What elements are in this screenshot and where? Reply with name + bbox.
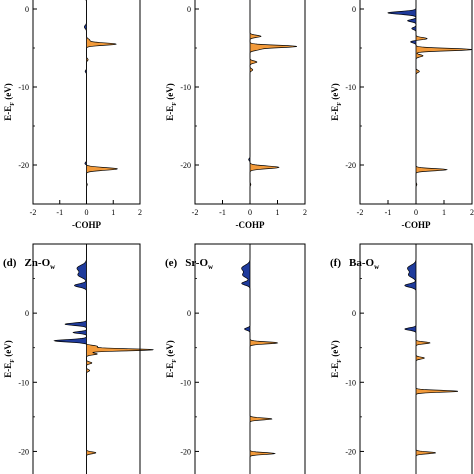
bonding-area: [84, 0, 87, 204]
y-axis-label: E-EF (eV): [165, 340, 178, 377]
panel-label: (e) Sr-Ow: [165, 257, 214, 271]
cohp-curve: [84, 0, 119, 204]
x-axis-label: -COHP: [402, 220, 431, 230]
y-tick-label: -10: [345, 83, 356, 92]
y-tick-label: -20: [345, 161, 356, 170]
cohp-panel-f: 0 -10 -20 E-EF (eV) (f) Ba-Ow: [330, 243, 473, 474]
y-tick-label: -20: [18, 161, 29, 170]
x-tick-label: 2: [303, 208, 307, 217]
bonding-area: [54, 244, 87, 474]
cohp-panel-e: 0 -10 -20 E-EF (eV) (e) Sr-Ow: [165, 243, 306, 474]
y-tick-label: -20: [18, 447, 29, 456]
y-axis-label: E-EF (eV): [330, 340, 343, 377]
cohp-curve: [404, 244, 459, 474]
y-tick-label: -20: [180, 447, 191, 456]
antibonding-area: [416, 0, 472, 204]
cohp-curve: [53, 244, 154, 474]
x-tick-label: -1: [219, 208, 226, 217]
y-tick-label: 0: [352, 5, 356, 14]
y-tick-label: 0: [187, 5, 191, 14]
x-tick-label: 1: [111, 208, 115, 217]
y-axis-label: E-EF (eV): [165, 83, 178, 120]
cohp-panel-d: 0 -10 -20 E-EF (eV) (d) Zn-Ow: [3, 243, 154, 474]
bonding-area: [404, 244, 416, 474]
x-tick-label: -2: [192, 208, 199, 217]
panel-label: (f) Ba-Ow: [330, 257, 380, 271]
cohp-curve: [241, 244, 279, 474]
x-tick-label: -2: [357, 208, 364, 217]
cohp-curve: [387, 0, 473, 204]
cohp-curve: [248, 0, 297, 204]
bonding-area: [388, 0, 416, 204]
antibonding-area: [86, 244, 154, 474]
y-tick-label: 0: [187, 309, 191, 318]
x-axis-label: -COHP: [236, 220, 265, 230]
x-tick-label: 2: [470, 208, 474, 217]
y-axis-label: E-EF (eV): [3, 83, 16, 120]
x-axis-label: -COHP: [72, 220, 101, 230]
y-tick-label: -20: [345, 447, 356, 456]
antibonding-area: [86, 0, 118, 204]
x-tick-label: 0: [248, 208, 252, 217]
x-tick-label: 1: [276, 208, 280, 217]
antibonding-area: [250, 244, 278, 474]
y-tick-label: -10: [18, 378, 29, 387]
bonding-area: [248, 0, 250, 204]
x-tick-label: 0: [414, 208, 418, 217]
plot-frame: [194, 243, 306, 474]
x-tick-label: -1: [385, 208, 392, 217]
y-axis-label: E-EF (eV): [330, 83, 343, 120]
panel-label: (d) Zn-Ow: [3, 257, 56, 271]
y-tick-label: -10: [180, 378, 191, 387]
antibonding-area: [250, 0, 297, 204]
y-tick-label: -10: [180, 83, 191, 92]
x-tick-label: 1: [442, 208, 446, 217]
y-tick-label: -10: [18, 83, 29, 92]
y-tick-label: -20: [180, 161, 191, 170]
y-tick-label: 0: [25, 309, 29, 318]
y-axis-label: E-EF (eV): [3, 340, 16, 377]
bonding-area: [241, 244, 250, 474]
plot-frame: [359, 243, 473, 474]
x-tick-label: 0: [85, 208, 89, 217]
y-tick-label: 0: [352, 309, 356, 318]
x-tick-label: -2: [30, 208, 37, 217]
y-tick-label: -10: [345, 378, 356, 387]
x-tick-label: 2: [138, 208, 142, 217]
x-tick-label: -1: [56, 208, 63, 217]
y-tick-label: 0: [25, 5, 29, 14]
plot-frame: [32, 243, 141, 474]
